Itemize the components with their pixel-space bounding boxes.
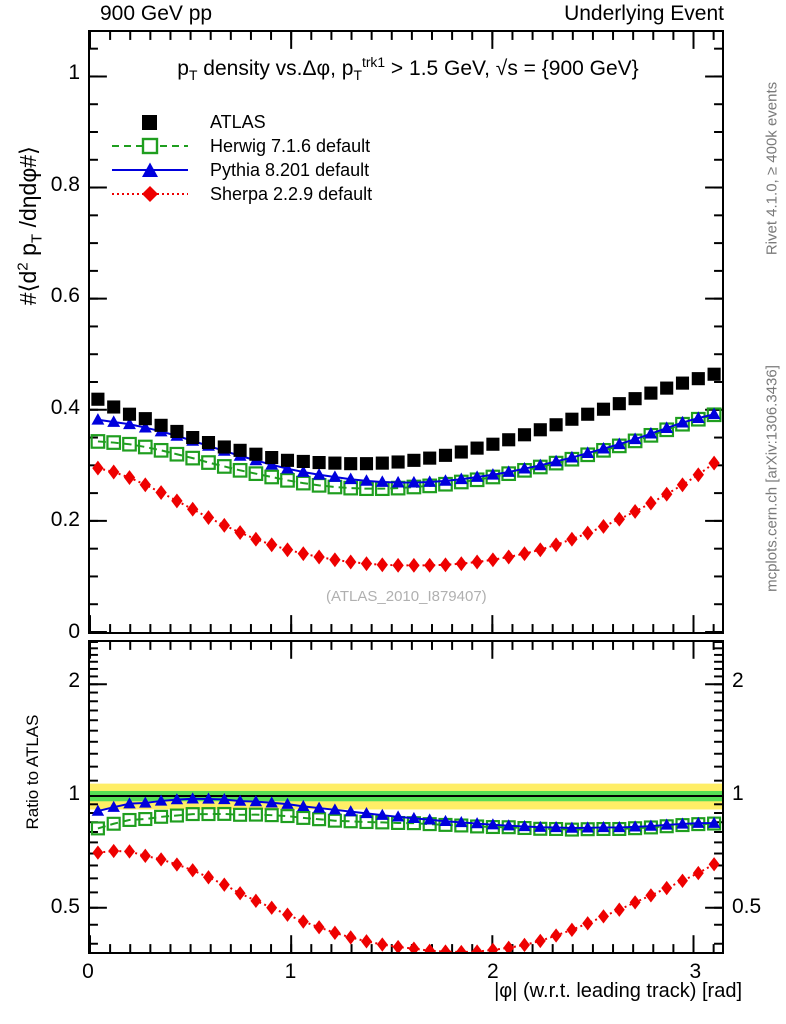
legend-key-pythia: [102, 159, 198, 181]
legend-item-sherpa[interactable]: Sherpa 2.2.9 default: [102, 182, 372, 206]
mcplots-credit-label: mcplots.cern.ch [arXiv:1306.3436]: [763, 365, 781, 592]
legend-key-atlas: [102, 111, 198, 133]
legend-label-sherpa: Sherpa 2.2.9 default: [210, 183, 373, 204]
legend-item-herwig[interactable]: Herwig 7.1.6 default: [102, 134, 372, 158]
xtick-1: 1: [284, 960, 297, 983]
ratio-series-pythia: [91, 792, 721, 833]
ratio-ytick-left-2: 2: [68, 668, 80, 692]
x-axis-label: |φ| (w.r.t. leading track) [rad]: [494, 980, 742, 1002]
dataset-watermark: (ATLAS_2010_I879407): [326, 588, 487, 605]
ratio-ytick-right-1: 1: [732, 782, 744, 805]
ratio-series-herwig: [90, 806, 722, 837]
rivet-version-label: Rivet 4.1.0, ≥ 400k events: [763, 81, 781, 256]
legend-item-pythia[interactable]: Pythia 8.201 default: [102, 158, 372, 182]
ratio-plot-canvas: [90, 642, 722, 952]
legend-item-atlas[interactable]: ATLAS: [102, 110, 372, 134]
ratio-ytick-left-1: 1: [68, 782, 80, 805]
legend: ATLAS Herwig 7.1.6 default: [102, 110, 372, 206]
header-left-label: 900 GeV pp: [100, 2, 213, 25]
xtick-0: 0: [82, 960, 94, 983]
legend-key-herwig: [102, 135, 198, 157]
ratio-plot-panel: [88, 640, 724, 954]
main-plot-canvas: [90, 32, 722, 632]
ratio-series-sherpa: [92, 843, 720, 952]
series-atlas: [91, 367, 721, 471]
series-sherpa: [92, 455, 720, 573]
ratio-ytick-left-0.5: 0.5: [50, 895, 80, 919]
main-ytick-1: 1: [68, 60, 80, 84]
legend-label-pythia: Pythia 8.201 default: [210, 159, 370, 180]
main-ytick-0.8: 0.8: [50, 172, 80, 196]
legend-label-herwig: Herwig 7.1.6 default: [210, 135, 371, 156]
xtick-3: 3: [689, 960, 702, 983]
legend-label-atlas: ATLAS: [210, 111, 266, 132]
main-y-axis-label: #⟨d2 pT /dηdφ#⟩: [14, 145, 46, 306]
plot-title: pT density vs.Δφ, pTtrk1 > 1.5 GeV, √s =…: [177, 54, 639, 84]
main-plot-panel: pT density vs.Δφ, pTtrk1 > 1.5 GeV, √s =…: [88, 30, 724, 634]
ratio-y-axis-label: Ratio to ATLAS: [23, 714, 42, 830]
legend-key-sherpa: [102, 183, 198, 205]
main-ytick-0.6: 0.6: [50, 284, 80, 308]
main-ytick-0: 0: [68, 620, 80, 643]
main-ytick-0.2: 0.2: [50, 508, 80, 532]
xtick-2: 2: [487, 960, 499, 983]
ratio-ytick-right-2: 2: [732, 668, 744, 692]
main-ytick-0.4: 0.4: [50, 396, 80, 420]
ratio-ytick-right-0.5: 0.5: [732, 895, 762, 919]
header-right-label: Underlying Event: [564, 2, 724, 25]
